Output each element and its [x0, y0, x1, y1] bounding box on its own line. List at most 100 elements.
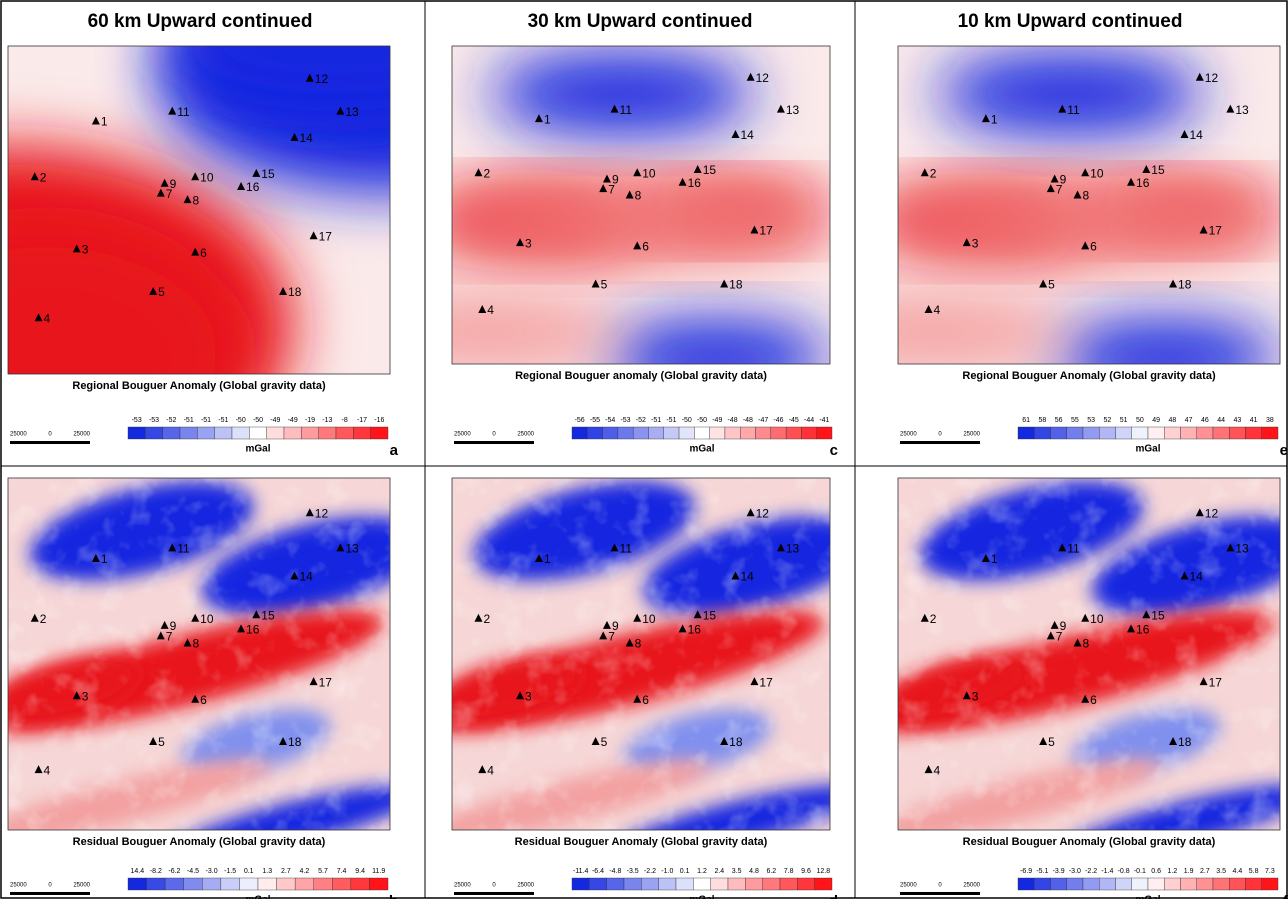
- station-label: 18: [1178, 735, 1192, 749]
- colorbar-swatch: [1148, 427, 1164, 439]
- colorbar-label: -48: [728, 417, 738, 424]
- colorbar-swatch: [267, 427, 284, 439]
- station-label: 14: [741, 570, 755, 584]
- colorbar-swatch: [607, 878, 624, 890]
- colorbar-label: 5.8: [1249, 868, 1259, 875]
- colorbar-label: 7.8: [784, 868, 794, 875]
- colorbar-label: 14.4: [130, 868, 144, 875]
- colorbar-label: -56: [575, 417, 585, 424]
- colorbar-swatch: [202, 878, 221, 890]
- scale-bar: [454, 441, 534, 444]
- colorbar-label: 56: [1055, 417, 1063, 424]
- unit-label: mGal: [245, 895, 270, 899]
- scale-bar: [454, 892, 534, 895]
- colorbar-label: 46: [1201, 417, 1209, 424]
- panel-caption: Residual Bouguer Anomaly (Global gravity…: [73, 836, 326, 848]
- colorbar-label: -4.8: [609, 868, 621, 875]
- station-label: 14: [300, 570, 314, 584]
- colorbar-label: -51: [666, 417, 676, 424]
- colorbar-label: -48: [743, 417, 753, 424]
- colorbar-label: 1.3: [262, 868, 272, 875]
- station-label: 9: [170, 177, 177, 191]
- scale-label: 0: [48, 883, 52, 889]
- station-label: 14: [1190, 128, 1204, 142]
- station-label: 2: [40, 612, 47, 626]
- colorbar-swatch: [693, 878, 710, 890]
- station-label: 1: [101, 552, 108, 566]
- unit-label: mGal: [689, 895, 714, 899]
- colorbar-label: -50: [682, 417, 692, 424]
- colorbar-swatch: [815, 878, 832, 890]
- station-label: 11: [1067, 542, 1080, 556]
- colorbar-label: 4.2: [300, 868, 310, 875]
- colorbar-label: -11.4: [573, 868, 589, 875]
- colorbar-swatch: [319, 427, 336, 439]
- station-label: 18: [1178, 278, 1192, 292]
- station-label: 8: [635, 637, 642, 651]
- colorbar-label: 61: [1022, 417, 1030, 424]
- colorbar-label: -54: [605, 417, 615, 424]
- colorbar-label: 3.5: [1216, 868, 1226, 875]
- colorbar-label: -8: [342, 417, 348, 424]
- map-surface: [803, 46, 1281, 396]
- colorbar-label: -0.1: [1134, 868, 1146, 875]
- colorbar-swatch: [1229, 427, 1245, 439]
- station-label: 13: [345, 542, 359, 556]
- colorbar-swatch: [756, 427, 771, 439]
- scale-label: 0: [938, 432, 942, 438]
- colorbar-label: 48: [1168, 417, 1176, 424]
- station-label: 9: [612, 173, 619, 187]
- unit-label: mGal: [1135, 444, 1160, 455]
- colorbar-label: -4.5: [187, 868, 199, 875]
- colorbar-label: 7.4: [337, 868, 347, 875]
- station-label: 4: [487, 303, 494, 317]
- scale-label: 25000: [517, 883, 534, 889]
- station-label: 14: [1190, 570, 1204, 584]
- colorbar-label: -19: [305, 417, 315, 424]
- colorbar-label: -3.0: [206, 868, 218, 875]
- panel-letter: d: [829, 893, 838, 899]
- scale-bar: [900, 441, 980, 444]
- station-label: 15: [703, 608, 717, 622]
- texture: [452, 478, 830, 830]
- colorbar-swatch: [295, 878, 314, 890]
- colorbar-swatch: [771, 427, 786, 439]
- colorbar-swatch: [659, 878, 676, 890]
- panel-caption: Regional Bouguer Anomaly (Global gravity…: [72, 380, 326, 392]
- scale-label: 25000: [10, 432, 27, 438]
- colorbar-label: -51: [651, 417, 661, 424]
- colorbar-label: -16: [374, 417, 384, 424]
- station-label: 2: [930, 612, 937, 626]
- station-label: 6: [1090, 240, 1097, 254]
- colorbar-label: 38: [1266, 417, 1274, 424]
- colorbar-swatch: [1213, 878, 1229, 890]
- map-surface: [0, 462, 435, 876]
- colorbar-label: 41: [1250, 417, 1258, 424]
- colorbar-swatch: [1083, 878, 1099, 890]
- colorbar-swatch: [1213, 427, 1229, 439]
- colorbar-label: -17: [357, 417, 367, 424]
- colorbar-swatch: [1181, 427, 1197, 439]
- station-label: 16: [688, 623, 702, 637]
- colorbar-swatch: [603, 427, 618, 439]
- station-label: 13: [786, 542, 800, 556]
- colorbar-label: 2.7: [1200, 868, 1210, 875]
- colorbar-label: 9.4: [355, 868, 365, 875]
- station-label: 13: [786, 103, 800, 117]
- anomaly: [490, 52, 755, 135]
- station-label: 5: [158, 285, 165, 299]
- colorbar-label: -1.0: [661, 868, 673, 875]
- colorbar-swatch: [1116, 878, 1132, 890]
- station-label: 9: [1060, 173, 1067, 187]
- station-label: 16: [246, 180, 260, 194]
- colorbar-swatch: [1018, 878, 1034, 890]
- colorbar-swatch: [1034, 878, 1050, 890]
- colorbar-label: -51: [201, 417, 211, 424]
- colorbar-swatch: [1246, 427, 1262, 439]
- colorbar-label: 5.7: [318, 868, 328, 875]
- station-label: 15: [703, 163, 717, 177]
- colorbar-label: -41: [819, 417, 829, 424]
- colorbar-label: 3.5: [732, 868, 742, 875]
